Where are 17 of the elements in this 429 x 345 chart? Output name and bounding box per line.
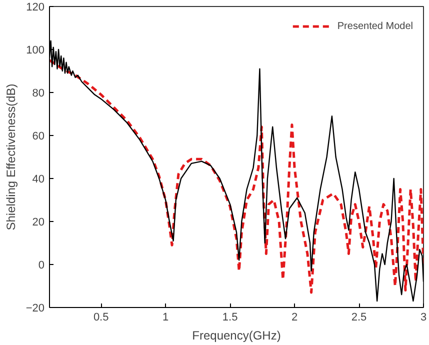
y-tick-label: 100 bbox=[26, 44, 45, 56]
y-tick-label: 0 bbox=[38, 260, 45, 272]
y-tick-label: −20 bbox=[26, 302, 45, 314]
y-tick-label: 120 bbox=[26, 2, 45, 14]
x-tick-label: 2.5 bbox=[351, 312, 367, 324]
x-tick-label: 1 bbox=[162, 312, 169, 324]
y-tick-label: 20 bbox=[32, 216, 45, 228]
legend-label: Presented Model bbox=[337, 20, 413, 32]
x-tick-label: 1.5 bbox=[222, 312, 238, 324]
x-tick-label: 3 bbox=[420, 312, 427, 324]
x-axis-title: Frequency(GHz) bbox=[192, 328, 281, 342]
y-tick-label: 40 bbox=[32, 174, 45, 186]
y-axis-title: Shielding Effectiveness(dB) bbox=[4, 84, 18, 230]
x-tick-label: 0.5 bbox=[93, 312, 109, 324]
y-tick-label: 80 bbox=[32, 88, 45, 100]
x-tick-label: 2 bbox=[291, 312, 298, 324]
y-tick-label: 60 bbox=[32, 130, 45, 142]
